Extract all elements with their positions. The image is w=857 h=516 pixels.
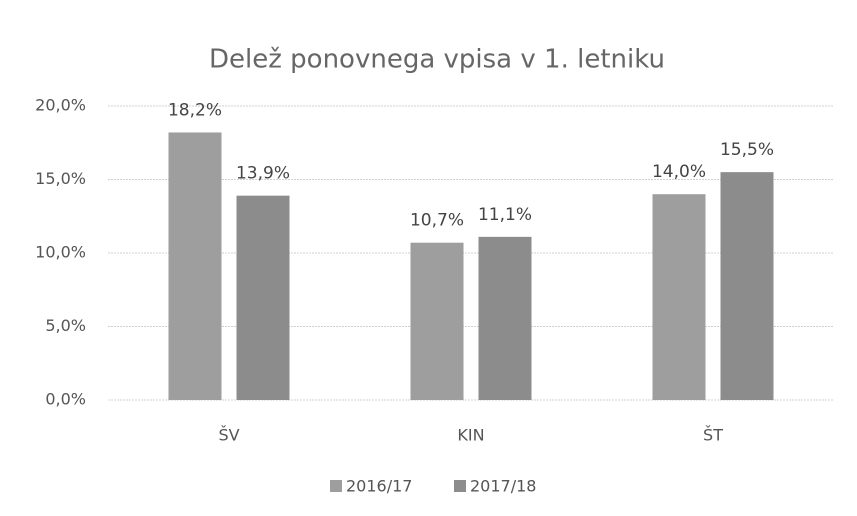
y-tick-label: 5,0% <box>45 316 86 335</box>
bar <box>478 236 532 400</box>
legend-label: 2016/17 <box>346 477 412 496</box>
legend-label: 2017/18 <box>470 477 536 496</box>
value-label: 13,9% <box>236 164 290 184</box>
bar <box>410 242 464 400</box>
bar <box>720 172 774 400</box>
value-label: 10,7% <box>410 211 464 231</box>
bar <box>168 132 222 400</box>
value-label: 15,5% <box>720 140 774 160</box>
bar <box>652 194 706 400</box>
y-tick-label: 15,0% <box>35 169 86 188</box>
y-tick-label: 20,0% <box>35 96 86 115</box>
y-tick-label: 0,0% <box>45 390 86 409</box>
legend-swatch <box>330 480 342 492</box>
chart-title: Delež ponovnega vpisa v 1. letniku <box>209 45 665 75</box>
bar <box>236 195 290 400</box>
legend-swatch <box>454 480 466 492</box>
x-tick-label: ŠV <box>218 426 239 445</box>
y-tick-label: 10,0% <box>35 243 86 262</box>
x-tick-label: KIN <box>457 426 484 445</box>
value-label: 11,1% <box>478 205 532 225</box>
value-label: 14,0% <box>652 162 706 182</box>
value-label: 18,2% <box>168 100 222 120</box>
x-tick-label: ŠT <box>703 426 723 445</box>
